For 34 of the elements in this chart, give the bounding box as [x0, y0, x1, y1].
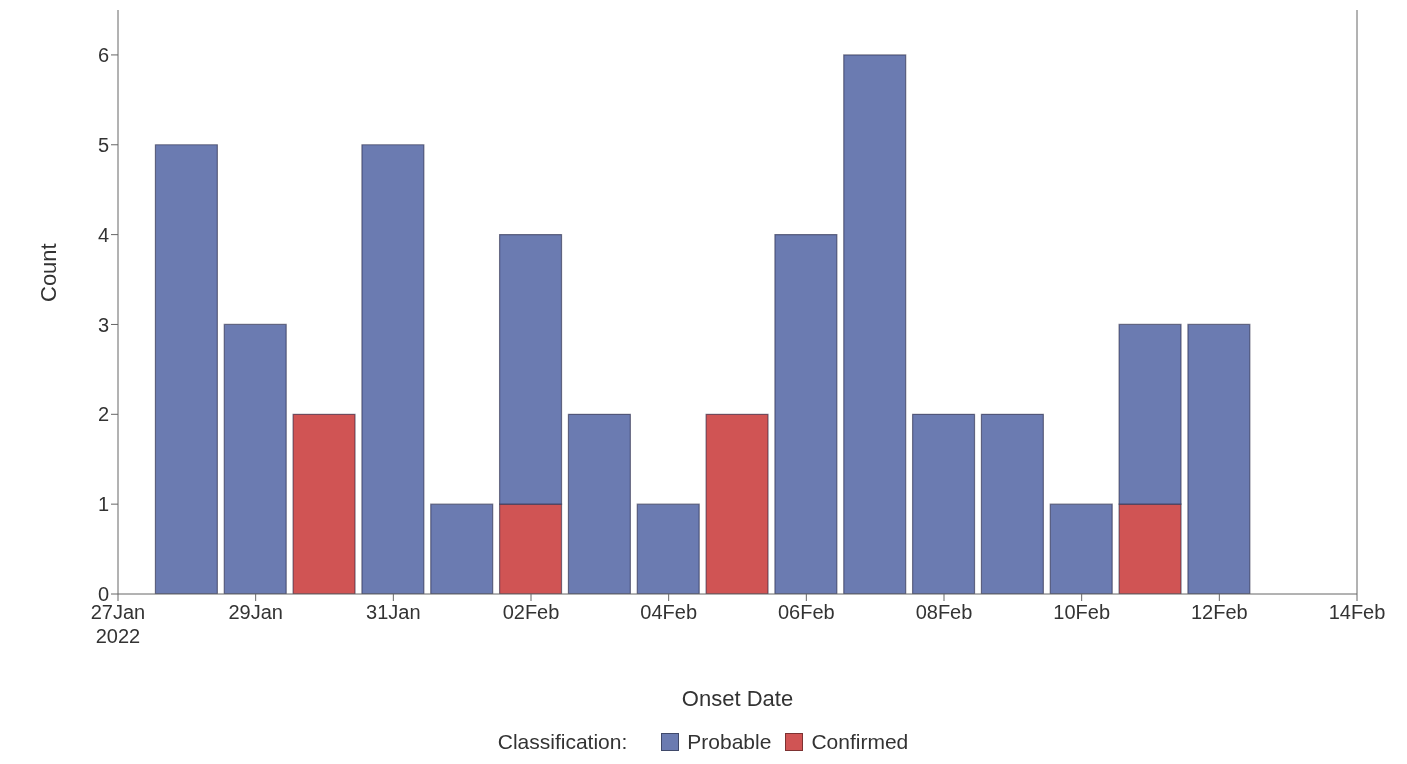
x-tick-label: 10Feb	[1053, 601, 1111, 623]
bar	[911, 413, 976, 594]
y-tick-label: 4	[97, 223, 109, 246]
y-tick-label: 3	[97, 313, 109, 336]
x-tick-label: 06Feb	[777, 601, 835, 623]
legend-title: Classification:	[497, 730, 628, 754]
x-tick-label: 04Feb	[640, 601, 698, 623]
x-tick-label: 12Feb	[1190, 601, 1248, 623]
y-tick-label: 5	[97, 133, 109, 156]
bar	[774, 234, 838, 594]
x-tick-label: 02Feb	[502, 601, 560, 623]
bar	[705, 413, 769, 594]
y-tick-label: 1	[97, 493, 109, 516]
bar	[843, 54, 907, 594]
bar	[292, 413, 356, 594]
bar	[1049, 503, 1113, 594]
bar	[361, 144, 425, 594]
y-axis-title: Count	[35, 243, 61, 302]
x-tick-label: 31Jan	[366, 601, 421, 623]
bar	[430, 503, 494, 594]
x-tick-label: 14Feb	[1328, 601, 1386, 623]
legend-label: Confirmed	[810, 730, 909, 754]
bar	[223, 323, 287, 594]
bar	[980, 413, 1044, 594]
legend-label: Probable	[686, 730, 772, 754]
x-axis-title: Onset Date	[681, 686, 794, 711]
bar	[1187, 323, 1251, 594]
bar	[636, 503, 700, 594]
y-tick-label: 2	[97, 403, 109, 426]
bar	[567, 413, 631, 594]
x-tick-label: 29Jan	[228, 601, 283, 623]
x-tick-label: 08Feb	[915, 601, 973, 623]
y-tick-label: 6	[97, 44, 109, 67]
bar	[154, 144, 218, 594]
